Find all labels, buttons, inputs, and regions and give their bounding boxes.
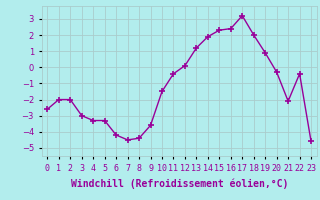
X-axis label: Windchill (Refroidissement éolien,°C): Windchill (Refroidissement éolien,°C) [70, 178, 288, 189]
